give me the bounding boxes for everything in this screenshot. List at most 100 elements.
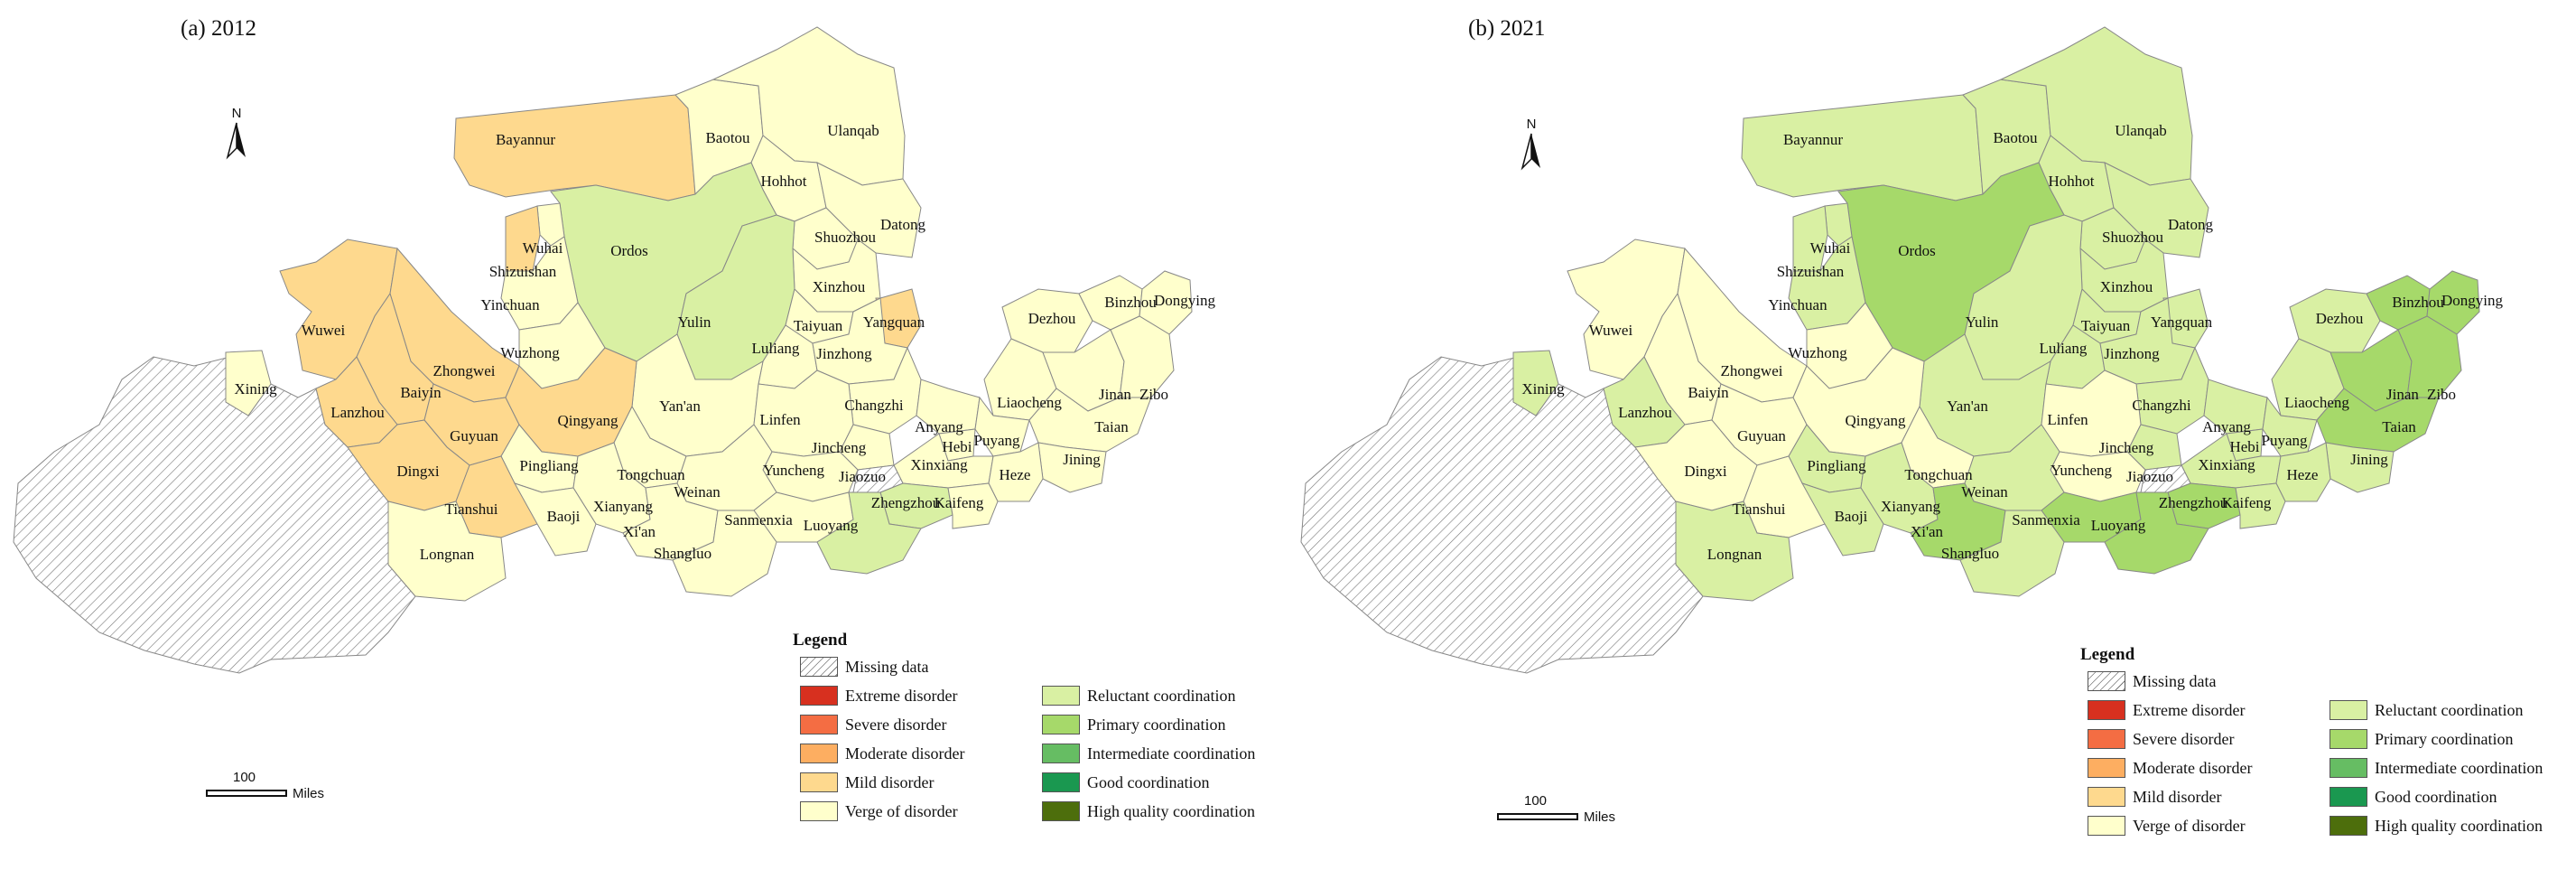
legend-label: Mild disorder [2133, 787, 2222, 806]
legend-item: Severe disorder [800, 712, 946, 737]
city-label-zibo: Zibo [1139, 386, 1168, 403]
legend-label: Extreme disorder [2133, 700, 2246, 719]
legend-label: Good coordination [2375, 787, 2497, 806]
legend-swatch [800, 657, 838, 677]
legend-item: Reluctant coordination [1042, 683, 1235, 708]
map-panel-2021: (b) 2021 Bayannur Baotou Ulanqab Hohhot Ordo… [1288, 0, 2575, 870]
city-label-dingxi: Dingxi [1684, 463, 1727, 480]
region-longnan [1675, 500, 1794, 602]
city-label-hohhot: Hohhot [761, 173, 807, 190]
city-label-kaifeng: Kaifeng [935, 494, 984, 511]
legend-label: Extreme disorder [845, 686, 958, 705]
city-label-qingyang: Qingyang [1845, 412, 1906, 429]
city-label-jinan: Jinan [2386, 386, 2419, 403]
city-label-hebi: Hebi [2229, 438, 2259, 455]
city-label-shangluo: Shangluo [654, 545, 711, 562]
city-label-wuzhong: Wuzhong [500, 344, 560, 361]
city-label-tianshui: Tianshui [445, 500, 498, 518]
region-zibo [1110, 315, 1175, 398]
city-label-guyuan: Guyuan [450, 427, 498, 444]
region-bayannur [1741, 94, 1984, 201]
city-label-ordos: Ordos [610, 242, 648, 259]
legend-item: Missing data [800, 654, 929, 679]
legend-item: Intermediate coordination [1042, 741, 1255, 766]
city-label-bayannur: Bayannur [1783, 131, 1843, 148]
panel-title: (b) 2021 [1468, 16, 1546, 41]
legend-swatch [800, 715, 838, 734]
region-baoji [513, 482, 597, 557]
city-label-changzhi: Changzhi [2132, 397, 2190, 414]
city-label-dongying: Dongying [1154, 292, 1216, 309]
region-bayannur [453, 94, 696, 201]
legend-swatch [2330, 729, 2367, 749]
city-label-xian: Xi'an [623, 523, 656, 540]
map-panel-2012: (a) 2012 Bayannur Baotou Ulanqab Hohhot Ordo… [13, 16, 1288, 856]
legend-label: High quality coordination [1087, 801, 1255, 820]
city-label-shuozhou: Shuozhou [814, 229, 877, 246]
legend-item: Moderate disorder [800, 741, 964, 766]
scale-unit: Miles [293, 786, 325, 801]
city-label-hebi: Hebi [942, 438, 972, 455]
city-label-shizuishan: Shizuishan [1777, 263, 1845, 280]
city-label-shuozhou: Shuozhou [2102, 229, 2164, 246]
region-xining [1512, 350, 1559, 416]
region-baoji [1800, 482, 1884, 557]
city-label-xinxiang: Xinxiang [910, 456, 968, 473]
legend-item: High quality coordination [2330, 813, 2543, 838]
choropleth-map: Bayannur Baotou Ulanqab Hohhot Ordos Datong Wu… [1300, 26, 2504, 674]
legend-swatch [2330, 758, 2367, 778]
city-label-taiyuan: Taiyuan [2081, 317, 2131, 334]
legend-label: Missing data [2133, 671, 2217, 690]
city-label-ulanqab: Ulanqab [827, 122, 879, 139]
city-label-pingliang: Pingliang [519, 457, 579, 474]
city-label-lanzhou: Lanzhou [330, 404, 385, 421]
city-label-baoji: Baoji [547, 508, 581, 525]
city-label-baoji: Baoji [1835, 508, 1868, 525]
city-label-heze: Heze [1000, 466, 1031, 483]
legend-swatch [1042, 772, 1080, 792]
city-label-xianyang: Xianyang [593, 498, 654, 515]
city-label-datong: Datong [2168, 216, 2214, 233]
city-label-linfen: Linfen [759, 411, 801, 428]
city-label-hohhot: Hohhot [2049, 173, 2095, 190]
legend-swatch [2330, 816, 2367, 836]
legend-swatch [1042, 801, 1080, 821]
scale-bar-graphic [1497, 813, 1578, 820]
city-label-bayannur: Bayannur [496, 131, 555, 148]
city-label-wuzhong: Wuzhong [1788, 344, 1847, 361]
legend-item: Intermediate coordination [2330, 755, 2543, 781]
legend-item: Primary coordination [2330, 726, 2513, 752]
city-label-anyang: Anyang [2202, 418, 2251, 435]
legend-item: Mild disorder [2088, 784, 2222, 809]
legend-label: Missing data [845, 657, 929, 676]
city-label-datong: Datong [880, 216, 926, 233]
city-label-yulin: Yulin [678, 313, 711, 331]
city-label-jincheng: Jincheng [2099, 439, 2154, 456]
city-label-weinan: Weinan [1961, 483, 2008, 500]
north-label: N [1527, 117, 1537, 132]
region-kaifeng [947, 482, 999, 529]
city-label-jinan: Jinan [1099, 386, 1131, 403]
city-label-xinxiang: Xinxiang [2198, 456, 2255, 473]
north-label: N [232, 106, 242, 121]
city-label-yangquan: Yangquan [863, 313, 925, 331]
north-arrow-icon: N [1520, 117, 1540, 171]
legend-swatch [2330, 787, 2367, 807]
legend: Legend Missing data Extreme disorder Sever… [793, 631, 1288, 856]
city-label-kaifeng: Kaifeng [2222, 494, 2272, 511]
legend-swatch [2088, 787, 2125, 807]
city-label-taian: Taian [1094, 418, 1129, 435]
city-label-liaocheng: Liaocheng [997, 394, 1062, 411]
city-label-baiyin: Baiyin [400, 384, 442, 401]
city-label-baiyin: Baiyin [1688, 384, 1729, 401]
legend-label: Moderate disorder [2133, 758, 2253, 777]
city-label-wuhai: Wuhai [523, 239, 563, 257]
legend-label: Intermediate coordination [1087, 744, 1256, 762]
legend-label: Moderate disorder [845, 744, 965, 762]
legend-label: Verge of disorder [2133, 816, 2246, 835]
legend-item: Moderate disorder [2088, 755, 2252, 781]
city-label-yanan: Yan'an [1947, 398, 1988, 415]
city-label-puyang: Puyang [974, 432, 1021, 449]
city-label-ulanqab: Ulanqab [2115, 122, 2167, 139]
city-label-xining: Xining [234, 380, 277, 398]
